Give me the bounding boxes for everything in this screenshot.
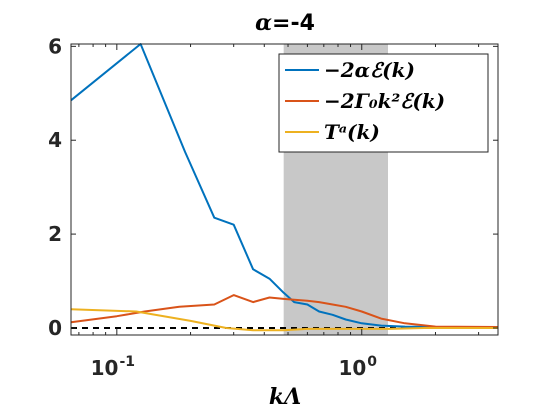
y-tick-label: 2 <box>48 222 62 246</box>
x-tick-exponent: -1 <box>119 354 135 370</box>
legend-label: −2Γ₀k²ℰ(k) <box>324 89 445 113</box>
chart-title: α=-4 <box>255 10 315 36</box>
series-line-3 <box>70 308 498 332</box>
y-tick-label: 0 <box>48 316 62 340</box>
legend-label: Tᵃ(k) <box>324 120 380 144</box>
y-tick-label: 4 <box>48 128 62 152</box>
plot-frame <box>70 43 499 336</box>
legend: −2αℰ(k) −2Γ₀k²ℰ(k) Tᵃ(k) <box>278 53 489 153</box>
x-axis-title: kΛ <box>269 384 301 410</box>
x-tick-exponent: 0 <box>367 354 377 370</box>
y-tick-label: 6 <box>48 34 62 58</box>
series-line-1 <box>70 43 498 328</box>
title-alpha: α <box>255 10 272 36</box>
title-value: =-4 <box>272 11 315 36</box>
x-tick-label: 100 <box>338 354 377 380</box>
legend-label: −2αℰ(k) <box>324 58 415 82</box>
x-tick-label: 10-1 <box>91 354 135 380</box>
series-line-2 <box>70 294 499 328</box>
